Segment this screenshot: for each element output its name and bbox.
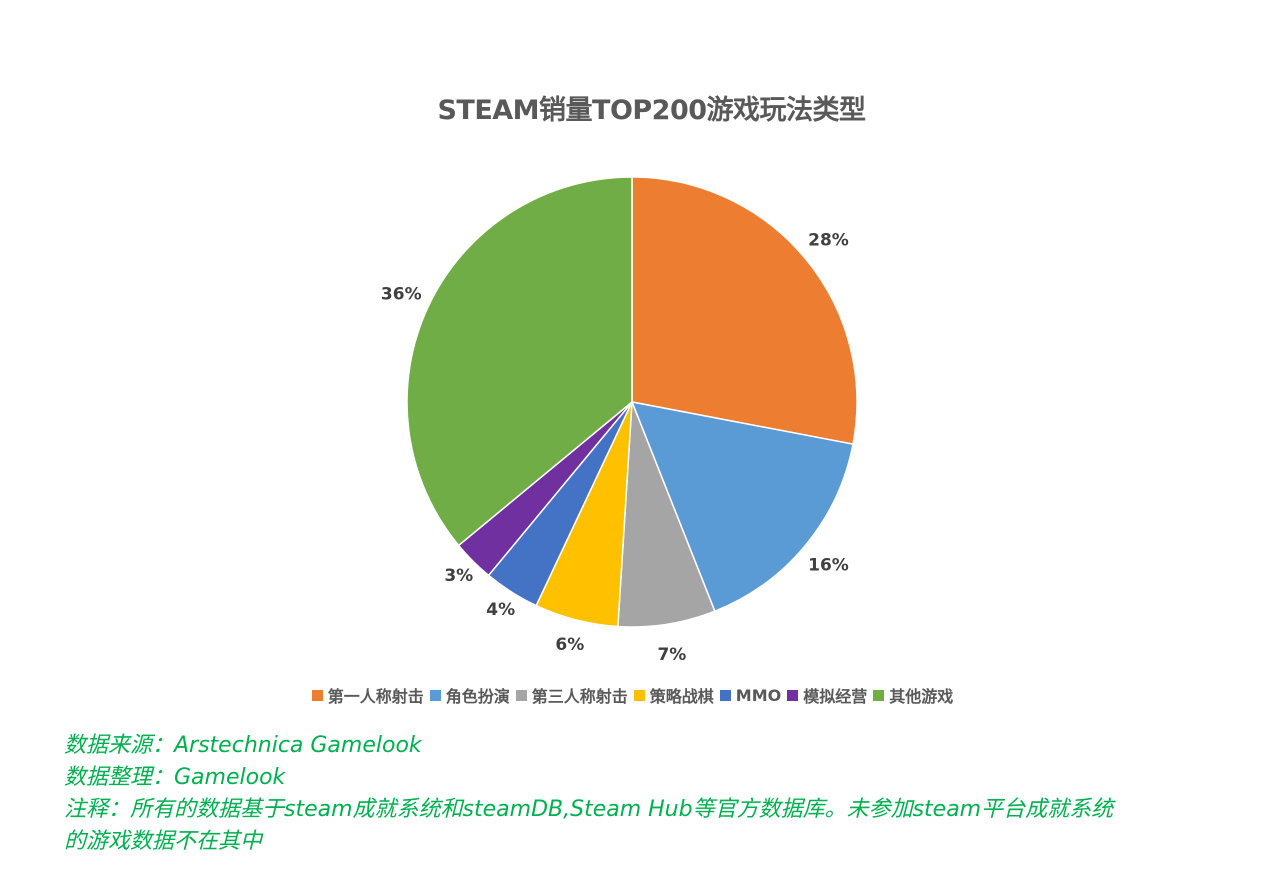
legend-swatch: [719, 689, 731, 701]
legend-label: 第一人称射击: [327, 687, 424, 706]
legend-swatch: [429, 689, 441, 701]
pie-data-label-7: 36%: [381, 284, 422, 304]
legend-label: 其他游戏: [889, 687, 954, 706]
legend-item-1: 第一人称射击: [311, 683, 424, 707]
pie-data-label-4: 6%: [555, 635, 584, 655]
legend-item-3: 第三人称射击: [515, 683, 628, 707]
chart-legend: 第一人称射击 角色扮演 第三人称射击 策略战棋 MMO 模拟经营 其他游戏: [0, 683, 1265, 707]
pie-slice-7: [406, 176, 633, 547]
data-compiled-note: 数据整理：Gamelook: [64, 765, 286, 790]
pie-slice-2: [630, 401, 854, 613]
legend-swatch: [873, 689, 885, 701]
pie-data-label-2: 16%: [808, 556, 849, 576]
pie-data-label-6: 3%: [444, 566, 473, 586]
legend-swatch: [787, 689, 799, 701]
legend-swatch: [633, 689, 645, 701]
legend-label: 模拟经营: [803, 687, 868, 706]
pie-data-label-5: 4%: [486, 600, 515, 620]
legend-item-4: 策略战棋: [633, 683, 714, 707]
remark-note-line-1: 注释：所有的数据基于steam成就系统和steamDB,Steam Hub等官方…: [64, 797, 1114, 822]
legend-label: 第三人称射击: [531, 687, 628, 706]
pie-data-labels: 28% 16% 7% 6% 4% 3% 36%: [381, 230, 849, 664]
pie-chart: 28% 16% 7% 6% 4% 3% 36%: [381, 176, 858, 665]
legend-label: MMO: [735, 685, 782, 705]
legend-item-6: 模拟经营: [787, 683, 867, 707]
chart-title: STEAM销量TOP200游戏玩法类型: [437, 95, 866, 126]
data-source-note: 数据来源：Arstechnica Gamelook: [64, 733, 422, 758]
pie-data-label-1: 28%: [808, 230, 849, 250]
legend-swatch: [311, 689, 323, 701]
legend-label: 策略战棋: [649, 687, 714, 706]
legend-item-7: 其他游戏: [873, 683, 953, 707]
legend-swatch: [515, 689, 527, 701]
pie-data-label-3: 7%: [657, 645, 686, 665]
legend-item-5: MMO: [719, 683, 782, 707]
legend-label: 角色扮演: [445, 687, 510, 706]
remark-note-line-2: 的游戏数据不在其中: [64, 829, 263, 854]
pie-slices: [406, 176, 858, 628]
legend-item-2: 角色扮演: [429, 683, 510, 707]
notes-block: 数据来源：Arstechnica Gamelook 数据整理：Gamelook …: [64, 730, 1264, 858]
pie-slice-1: [631, 176, 858, 446]
